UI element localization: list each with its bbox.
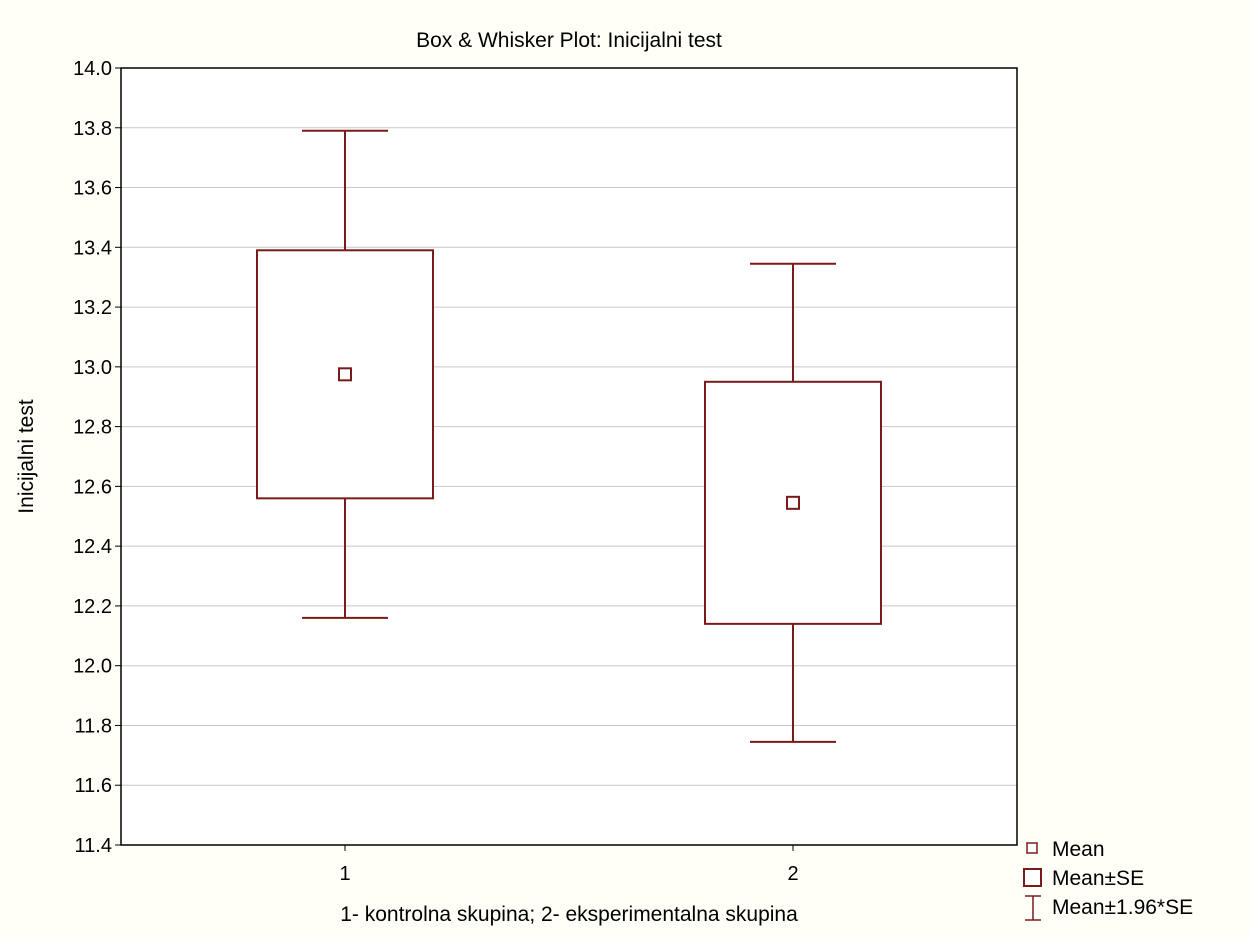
legend-ci-symbol — [1025, 895, 1041, 921]
legend-mean-symbol — [1026, 842, 1038, 854]
x-axis-label: 1- kontrolna skupina; 2- eksperimentalna… — [340, 903, 798, 926]
legend-se-label: Mean±SE — [1052, 867, 1144, 890]
y-tick-label: 12.4 — [73, 536, 112, 558]
plot-frame — [120, 67, 1018, 846]
y-tick-label: 11.6 — [75, 775, 112, 797]
boxes — [256, 129, 882, 743]
box-group-2 — [704, 262, 882, 743]
y-tick-label: 12.8 — [73, 417, 112, 439]
y-tick-label: 12.6 — [73, 476, 112, 498]
plot-area — [121, 68, 1017, 845]
legend: Mean Mean±SE Mean±1.96*SE — [1023, 838, 1193, 921]
y-tick-label: 13.6 — [73, 178, 112, 200]
y-tick-label: 13.4 — [73, 237, 112, 259]
chart-title: Box & Whisker Plot: Inicijalni test — [416, 29, 722, 52]
y-axis-ticks: 11.4 11.6 11.8 12.0 12.2 12.4 12.6 12.8 13.0 13.2… — [73, 58, 121, 857]
legend-se-symbol — [1023, 868, 1042, 887]
legend-ci-label: Mean±1.96*SE — [1052, 896, 1193, 919]
mean-marker — [786, 495, 800, 510]
y-axis-label: Inicijalni test — [15, 399, 38, 514]
y-tick-label: 13.2 — [73, 297, 112, 319]
y-tick-label: 12.2 — [73, 596, 112, 618]
y-tick-label: 11.4 — [75, 835, 112, 857]
x-tick-label: 2 — [787, 863, 798, 885]
mean-marker — [338, 367, 352, 382]
y-tick-label: 14.0 — [73, 58, 112, 80]
y-tick-label: 13.0 — [73, 357, 112, 379]
legend-mean-label: Mean — [1052, 838, 1105, 861]
y-tick-label: 12.0 — [73, 656, 112, 678]
x-tick-label: 1 — [339, 863, 350, 885]
y-tick-label: 11.8 — [75, 715, 112, 737]
y-tick-label: 13.8 — [73, 118, 112, 140]
box-group-1 — [256, 129, 434, 619]
